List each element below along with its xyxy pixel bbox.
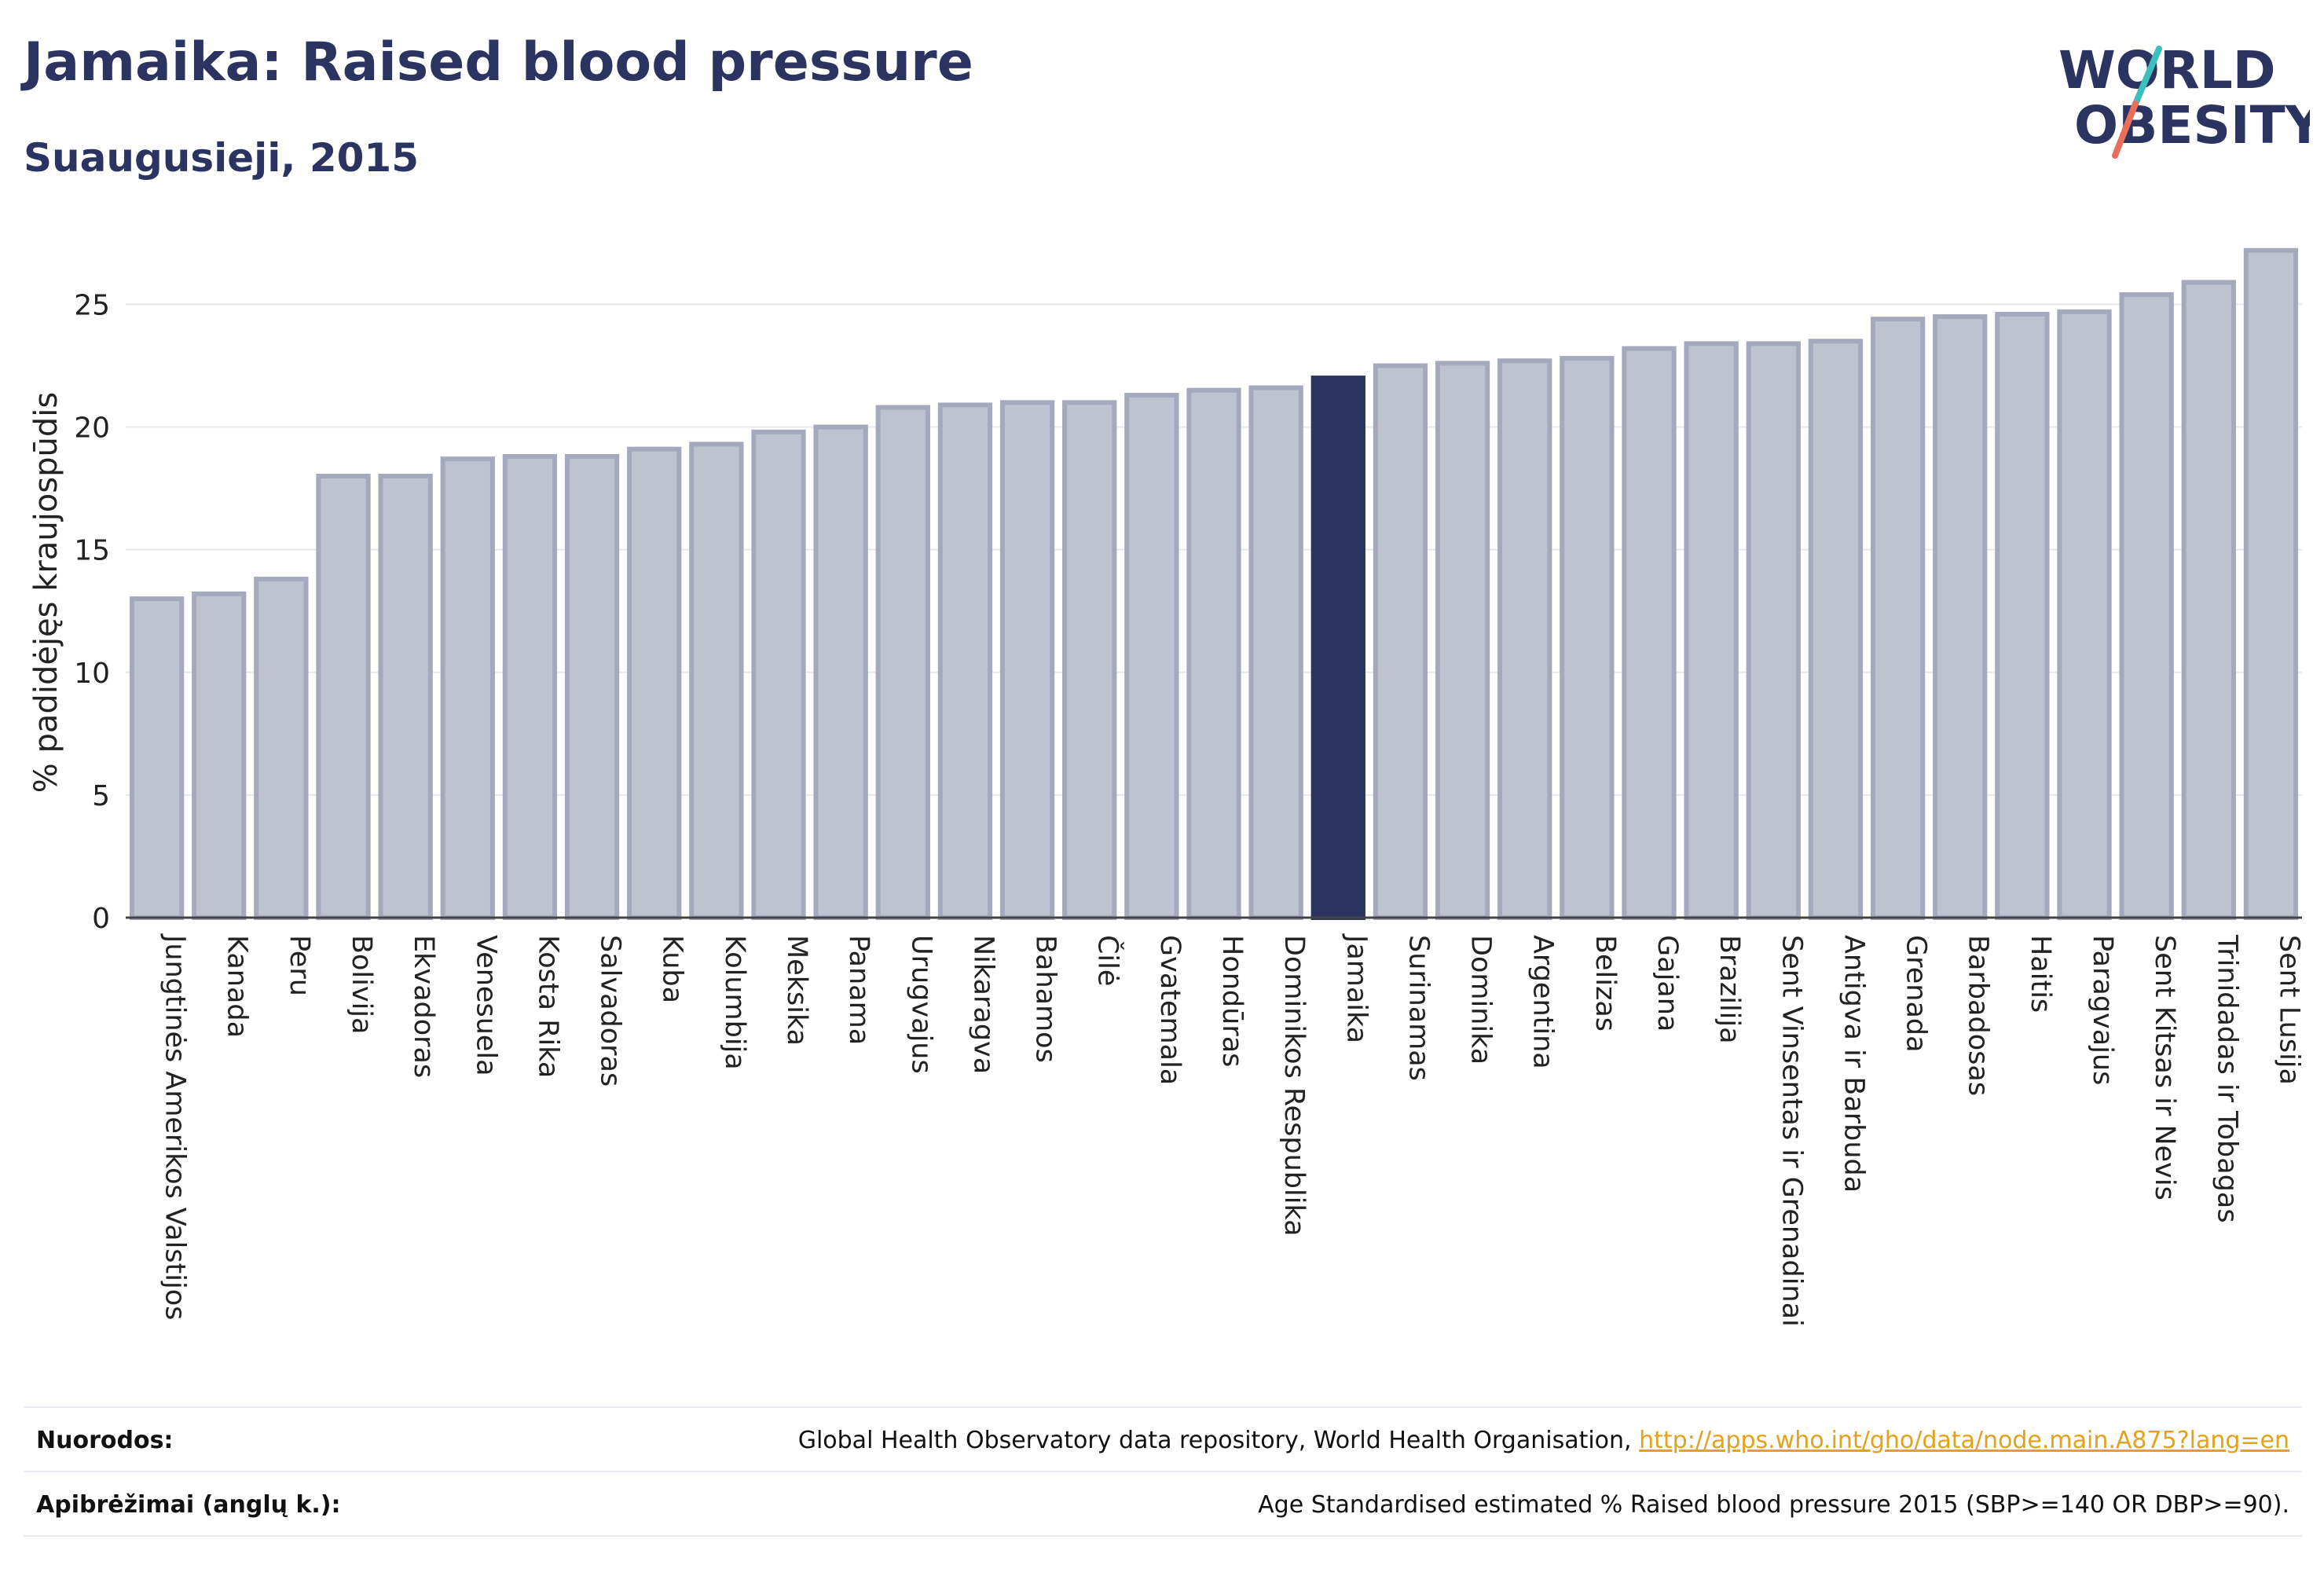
x-category-label: Kosta Rika [532,935,563,1078]
bar [875,405,930,920]
x-category-label: Kolumbija [719,935,750,1070]
y-tick-label: 25 [74,289,110,321]
bar [378,473,433,920]
bar [1746,341,1801,920]
x-category-label: Gvatemala [1154,935,1186,1085]
y-tick-label: 5 [92,780,110,812]
bar [751,429,806,920]
bar [192,591,247,921]
x-category-label: Kuba [657,935,688,1003]
bar [627,446,682,920]
x-category-label: Meksika [781,935,812,1046]
x-category-label: Nikaragva [967,935,999,1074]
y-axis-title: % padidėjęs kraujospūdis [28,392,64,793]
bar [1995,311,2050,920]
bar-chart: 0 5 10 15 20 25 Jungtinės Amerikos Valstijos K… [28,247,2305,1327]
bar [564,454,620,920]
bar [1435,361,1490,920]
bar [1373,363,1428,921]
bar [2057,309,2112,920]
y-tick-label: 15 [74,535,110,567]
x-category-label: Peru [284,935,315,996]
bar [2181,280,2236,920]
x-category-label: Hondūras [1216,935,1248,1067]
footer-definitions-row: Apibrėžimai (anglų k.): Age Standardised… [24,1471,2302,1537]
x-category-label: Venesuela [470,935,501,1076]
page-title: Jamaika: Raised blood pressure [24,31,973,93]
bar [1808,339,1864,921]
bar [1062,400,1117,920]
logo-line-obesity: OBESITY [2074,95,2310,156]
x-category-label: Grenada [1901,935,1932,1053]
x-category-label: Urugvajus [905,935,937,1074]
bar-highlighted [1310,376,1365,921]
bar [1622,346,1677,920]
x-category-label: Jungtinės Amerikos Valstijos [159,933,191,1320]
x-category-label: Ekvadoras [408,935,439,1078]
x-category-label: Haitis [2025,935,2056,1013]
bar [1560,356,1615,920]
x-category-label: Salvadoras [595,935,626,1087]
x-category-label: Bolivija [346,935,377,1034]
y-tick-label: 20 [74,412,110,445]
x-category-label: Belizas [1589,935,1621,1032]
footer-references-label: Nuorodos: [36,1426,174,1454]
bar [1124,392,1179,920]
x-category-label: Bahamos [1030,935,1061,1063]
logo-slash-coral [2112,101,2139,159]
bar [813,424,868,920]
bar [1933,314,1988,921]
x-category-label: Paragvajus [2087,935,2118,1085]
y-tick-label: 0 [92,903,110,935]
bar [2119,291,2174,920]
x-category-label: Panama [843,935,874,1045]
x-category-label: Barbadosas [1963,935,1994,1096]
x-category-label: Sent Kitsas ir Nevis [2149,935,2180,1200]
y-tick-label: 10 [74,658,110,690]
x-category-label: Trinidadas ir Tobagas [2211,934,2242,1223]
footer-definitions-label: Apibrėžimai (anglų k.): [36,1490,341,1519]
bars [129,247,2299,921]
bar [1870,317,1926,920]
bar [1248,385,1303,920]
x-category-label: Surinamas [1402,935,1434,1081]
bar [129,596,185,920]
page-subtitle: Suaugusieji, 2015 [24,135,419,181]
x-category-label: Dominikos Respublika [1278,935,1310,1237]
bar [1684,341,1739,920]
footer-references-row: Nuorodos: Global Health Observatory data… [24,1406,2302,1472]
footer-divider [24,1535,2302,1537]
footer-references-link[interactable]: http://apps.who.int/gho/data/node.main.A… [1639,1426,2289,1454]
bar [2243,247,2299,920]
x-category-label: Sent Lusija [2273,935,2304,1085]
footer-definitions-text: Age Standardised estimated % Raised bloo… [1258,1490,2289,1519]
x-category-label: Jamaika [1340,933,1372,1043]
x-category-label: Brazilija [1714,935,1745,1044]
x-category-label: Argentina [1527,935,1559,1069]
bar [937,402,993,920]
x-category-label: Dominika [1465,935,1497,1065]
bar [1497,358,1552,920]
footer-references-text: Global Health Observatory data repositor… [797,1426,1632,1454]
bar [1186,387,1241,921]
x-category-label: Gajana [1651,935,1683,1032]
x-category-label: Čilė [1092,935,1125,986]
bar [999,400,1055,920]
y-axis-ticks: 0 5 10 15 20 25 [74,289,110,935]
x-axis-labels: Jungtinės Amerikos Valstijos Kanada Peru Bo… [159,933,2305,1327]
bar [254,577,309,920]
logo-slash-teal [2132,46,2162,107]
x-category-label: Sent Vinsentas ir Grenadinai [1776,935,1807,1327]
x-category-label: Antigva ir Barbuda [1838,935,1869,1193]
bar [316,473,371,920]
world-obesity-logo: WORLD OBESITY [2058,40,2310,159]
bar [440,456,495,920]
logo-line-world: WORLD [2058,40,2276,101]
x-category-label: Kanada [222,935,253,1038]
bar [502,454,558,920]
bar [689,442,744,920]
footer-references-value: Global Health Observatory data repositor… [798,1427,2302,1454]
